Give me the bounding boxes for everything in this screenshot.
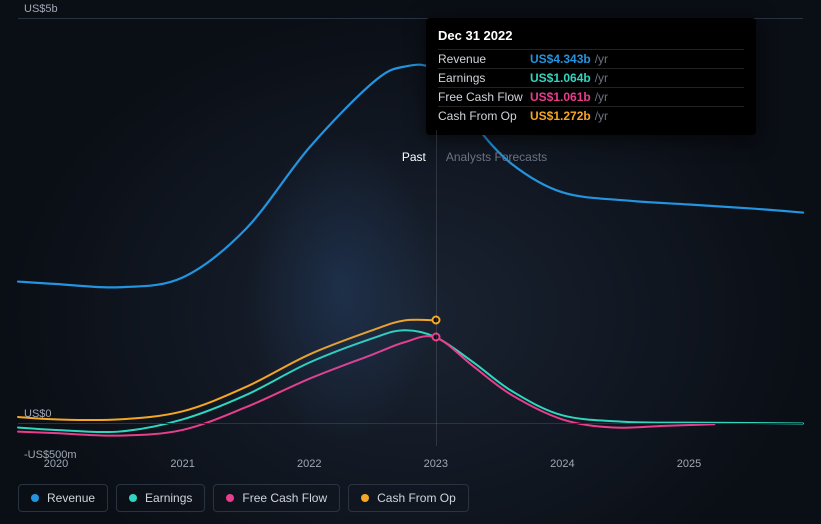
tooltip-row: EarningsUS$1.064b/yr — [438, 68, 744, 87]
legend-dot-icon — [226, 494, 234, 502]
tooltip-row-unit: /yr — [595, 90, 608, 104]
tooltip-row-unit: /yr — [595, 52, 608, 66]
legend-dot-icon — [361, 494, 369, 502]
tooltip-row-unit: /yr — [595, 109, 608, 123]
tooltip-row-label: Revenue — [438, 52, 530, 66]
x-axis: 2020 2021 2022 2023 2024 2025 — [18, 458, 803, 478]
tooltip-row-value: US$4.343b — [530, 52, 591, 66]
legend-item-cash-from-op[interactable]: Cash From Op — [348, 484, 469, 512]
tooltip-row-unit: /yr — [595, 71, 608, 85]
gridline — [18, 423, 803, 424]
section-label-forecast: Analysts Forecasts — [446, 150, 547, 164]
legend-dot-icon — [129, 494, 137, 502]
legend-label: Free Cash Flow — [242, 491, 327, 505]
legend-item-revenue[interactable]: Revenue — [18, 484, 108, 512]
tooltip-date: Dec 31 2022 — [438, 28, 744, 43]
x-axis-label: 2023 — [424, 458, 448, 470]
y-axis-label: US$0 — [24, 408, 52, 420]
tooltip-rows: RevenueUS$4.343b/yrEarningsUS$1.064b/yrF… — [438, 49, 744, 125]
x-axis-label: 2024 — [550, 458, 574, 470]
y-axis-label: US$5b — [24, 3, 58, 15]
legend: Revenue Earnings Free Cash Flow Cash From O… — [18, 484, 469, 512]
hover-tooltip: Dec 31 2022 RevenueUS$4.343b/yrEarningsU… — [426, 18, 756, 135]
x-axis-label: 2025 — [677, 458, 701, 470]
legend-item-free-cash-flow[interactable]: Free Cash Flow — [213, 484, 340, 512]
section-label-past: Past — [402, 150, 426, 164]
tooltip-row-label: Free Cash Flow — [438, 90, 530, 104]
tooltip-row-value: US$1.064b — [530, 71, 591, 85]
series-line-earnings — [18, 330, 803, 432]
tooltip-row-value: US$1.061b — [530, 90, 591, 104]
tooltip-row-label: Cash From Op — [438, 109, 530, 123]
tooltip-row: RevenueUS$4.343b/yr — [438, 49, 744, 68]
legend-dot-icon — [31, 494, 39, 502]
legend-item-earnings[interactable]: Earnings — [116, 484, 205, 512]
x-axis-label: 2020 — [44, 458, 68, 470]
x-axis-label: 2021 — [170, 458, 194, 470]
tooltip-row-label: Earnings — [438, 71, 530, 85]
tooltip-row: Cash From OpUS$1.272b/yr — [438, 106, 744, 125]
legend-label: Cash From Op — [377, 491, 456, 505]
past-forecast-divider — [436, 130, 437, 446]
x-axis-label: 2022 — [297, 458, 321, 470]
legend-label: Earnings — [145, 491, 192, 505]
series-line-cfo — [18, 320, 436, 420]
tooltip-row-value: US$1.272b — [530, 109, 591, 123]
financials-chart: US$5bUS$0-US$500m 2020202120222023202420… — [0, 0, 821, 524]
legend-label: Revenue — [47, 491, 95, 505]
tooltip-row: Free Cash FlowUS$1.061b/yr — [438, 87, 744, 106]
